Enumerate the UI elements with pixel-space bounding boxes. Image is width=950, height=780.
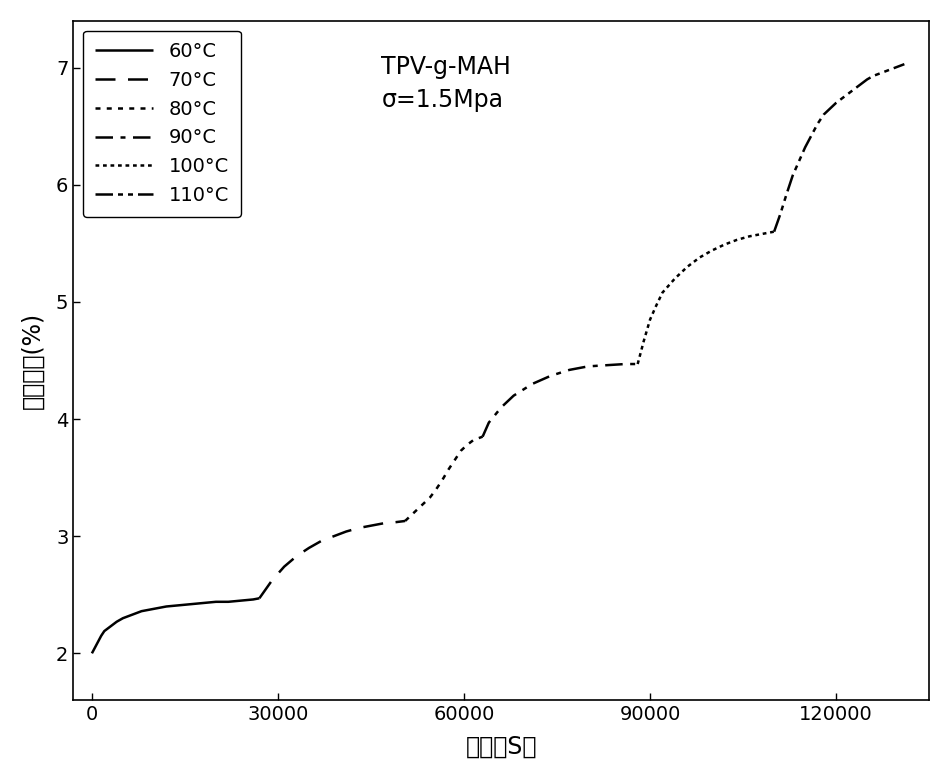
Text: TPV-g-MAH
σ=1.5Mpa: TPV-g-MAH σ=1.5Mpa <box>381 55 511 112</box>
Y-axis label: 蚀变应变(%): 蚀变应变(%) <box>21 312 45 409</box>
X-axis label: 时间（S）: 时间（S） <box>466 736 537 759</box>
Legend: 60°C, 70°C, 80°C, 90°C, 100°C, 110°C: 60°C, 70°C, 80°C, 90°C, 100°C, 110°C <box>83 30 240 217</box>
